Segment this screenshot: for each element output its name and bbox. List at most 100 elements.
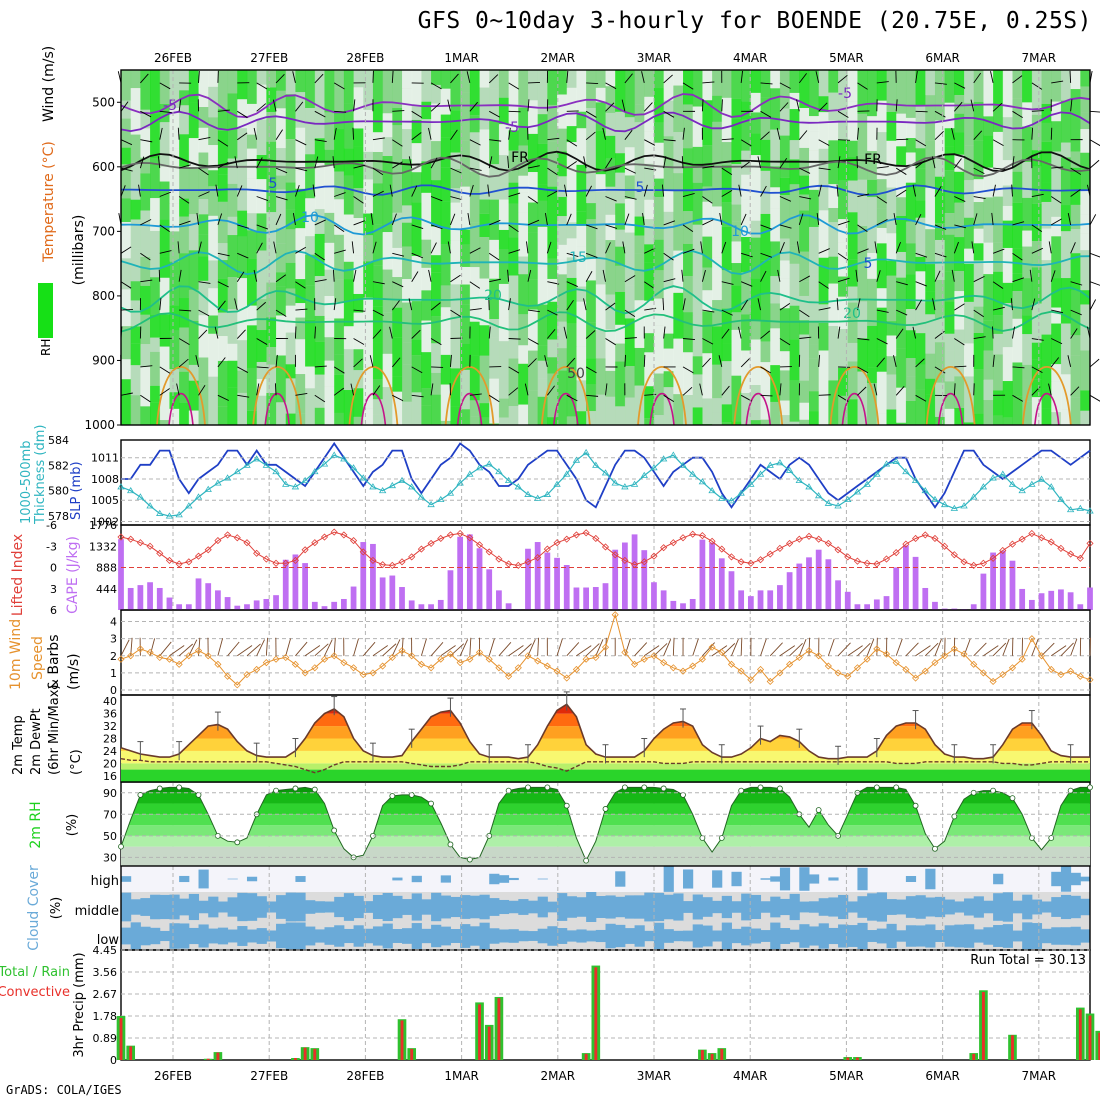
wind-barb — [876, 270, 881, 282]
rh-cell — [1070, 290, 1081, 336]
rh-cell — [770, 241, 781, 277]
cloud-cover-cell — [993, 893, 1004, 921]
rh-cell — [130, 326, 141, 344]
rh-cell — [857, 226, 868, 262]
rh-cell — [964, 70, 975, 103]
wind-speed-point — [698, 655, 706, 663]
wind-barb-10m — [517, 643, 532, 657]
wind-barb — [702, 338, 714, 345]
wind-speed-point — [795, 653, 803, 662]
rh-cell — [993, 390, 1004, 416]
wind-barb — [214, 326, 219, 339]
wind-speed-point — [873, 645, 881, 653]
rh-cell — [285, 94, 296, 140]
thickness-point — [834, 502, 842, 509]
rh-cell — [595, 191, 606, 239]
rh-cell — [1002, 303, 1013, 348]
rh-cell — [130, 300, 141, 327]
cape-bar — [747, 596, 754, 610]
wind-barb — [547, 385, 555, 396]
rh-cell — [857, 399, 868, 425]
cloud-cover-cell — [615, 871, 626, 887]
wind-barb — [624, 337, 637, 339]
rh-cell — [1070, 253, 1081, 291]
rh-cell — [276, 243, 287, 273]
rh-cell — [508, 70, 519, 88]
wind-barb — [1070, 328, 1078, 339]
wind-barb — [681, 269, 684, 282]
rh-cell — [954, 132, 965, 155]
wind-barb — [527, 269, 532, 282]
rh-cell — [944, 146, 955, 171]
wind-barb — [953, 383, 956, 396]
temp-band — [121, 704, 1090, 714]
temperature-contour-hot — [360, 392, 387, 426]
wind-barb — [818, 167, 831, 171]
rh-cell — [130, 281, 141, 301]
rh-cell — [692, 167, 703, 183]
wind-barb — [1031, 366, 1043, 373]
wind-speed-point — [853, 664, 862, 672]
rh-cell — [799, 107, 810, 148]
rh-cell — [450, 70, 461, 111]
rh-cell — [188, 380, 200, 411]
rh-cell — [121, 147, 132, 165]
cape-bar — [156, 587, 163, 610]
lifted-index-point — [505, 560, 513, 568]
rh-cell — [867, 278, 878, 326]
cloud-cover-cell — [266, 930, 277, 942]
lifted-index-point — [204, 546, 212, 554]
wind-barb — [1089, 299, 1097, 311]
precip-tick-label: 1.78 — [93, 1010, 118, 1023]
wind-barb — [779, 102, 789, 112]
rh-cell — [954, 171, 965, 203]
wind-barb — [721, 138, 734, 141]
cloud-cover-cell — [1002, 892, 1013, 922]
day-label-top: 5MAR — [829, 51, 864, 65]
rh-cell — [343, 326, 355, 350]
wind-barb — [391, 213, 397, 226]
rh-cell — [770, 276, 781, 304]
precip-axis-label-text: 3hr Precip (mm) — [72, 952, 87, 1057]
rh-cell — [431, 394, 442, 425]
contour-label: 5 — [864, 256, 873, 272]
rh-cell — [208, 288, 219, 316]
rh-cell — [915, 217, 926, 257]
wind-barb — [217, 252, 230, 257]
cloud-axis-label: Cloud Cover — [26, 865, 42, 951]
cloud-cover-cell — [586, 930, 597, 942]
wind-speed-point — [766, 677, 774, 686]
rh-cell — [663, 136, 674, 166]
rh-cell — [1002, 160, 1013, 186]
wind-speed-point — [146, 648, 154, 656]
wind-barb — [836, 298, 839, 311]
lifted-index-point — [563, 535, 571, 543]
cloud-cover-cell — [779, 928, 791, 944]
rh-cell — [431, 343, 442, 373]
rh-cell — [673, 85, 684, 133]
rh-cell — [789, 184, 800, 216]
rh-cell — [363, 261, 374, 298]
rh-cell — [547, 301, 558, 340]
cape-bar — [883, 596, 890, 610]
rh-cell — [808, 344, 820, 359]
wind-barb — [993, 167, 1006, 170]
lifted-index-point — [844, 553, 852, 561]
rh-cell — [363, 213, 374, 236]
thickness-tick-label: 578 — [48, 510, 69, 523]
rh-cell — [343, 349, 355, 391]
wind-barb — [353, 269, 357, 282]
rh-cell — [876, 307, 888, 349]
wind-barb — [1010, 298, 1013, 311]
wind-barb — [430, 383, 434, 396]
rh-cell — [334, 302, 345, 319]
rh-cell — [770, 70, 781, 89]
rh-cell — [905, 138, 917, 153]
temp-tick-label: 32 — [103, 720, 117, 733]
rh-cell — [421, 70, 432, 102]
cloud-cover-cell — [838, 894, 849, 920]
rh-cell — [915, 106, 926, 149]
wind-barb — [605, 338, 616, 346]
wind-barb — [644, 247, 656, 254]
